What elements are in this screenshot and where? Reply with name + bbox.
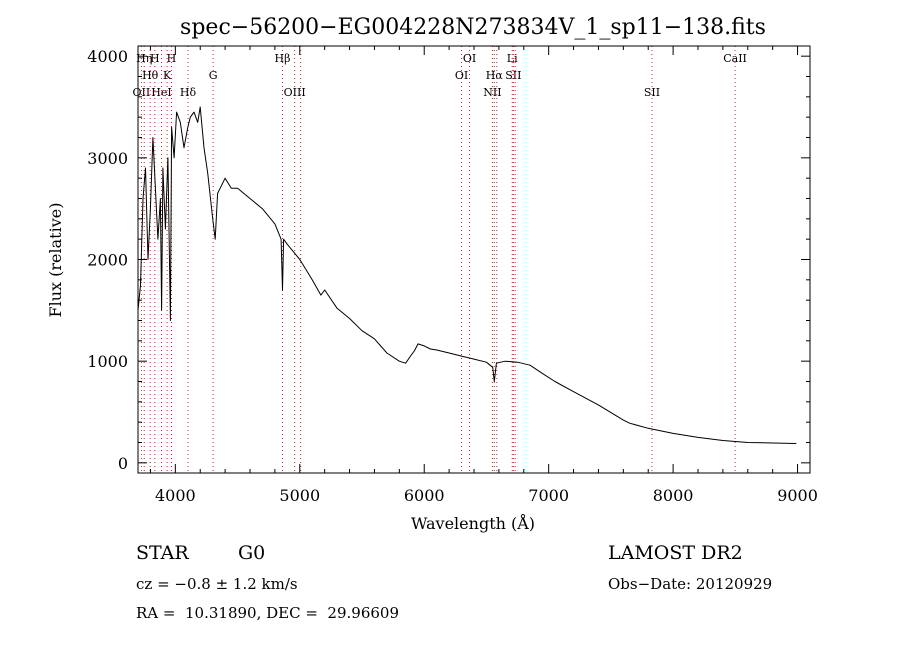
y-tick-label: 3000 [87,149,128,168]
spectral-line-label: Hη [136,52,152,65]
spectral-line-label: SII [644,86,660,99]
x-tick-label: 4000 [155,486,196,505]
y-axis: 0 1000 2000 3000 4000 [87,47,810,473]
plot-frame [137,45,811,474]
x-tick-label: 5000 [279,486,320,505]
spectral-line-label: K [163,69,172,82]
spectral-line-label: OII [133,86,151,99]
spectrum-series [137,106,797,444]
spectral-line-label: Li [507,52,518,65]
spectral-line-label: CaII [723,52,747,65]
spectral-line-label: G [209,69,218,82]
spectral-line-label: H [150,52,160,65]
x-tick-label: 6000 [404,486,445,505]
x-axis-label: Wavelength (Å) [411,513,535,533]
x-tick-label: 8000 [653,486,694,505]
spectral-line-label: Hα [486,69,504,82]
spectral-line-label: OIII [284,86,306,99]
redshift-value: cz = −0.8 ± 1.2 km/s [136,575,298,593]
y-tick-label: 2000 [87,251,128,270]
x-axis: 4000 5000 6000 7000 8000 9000 [149,46,818,505]
spectral-line-label: OI [455,69,468,82]
spectral-line-label: HeI [151,86,171,99]
y-tick-label: 4000 [87,47,128,66]
object-subclass: G0 [238,542,266,564]
spectral-line-label: H [167,52,177,65]
x-tick-label: 9000 [777,486,818,505]
observation-date: Obs−Date: 20120929 [608,575,773,593]
chart-title: spec−56200−EG004228N273834V_1_sp11−138.f… [180,15,766,40]
x-tick-label: 7000 [528,486,569,505]
spectral-line-label: NII [483,86,501,99]
y-axis-label: Flux (relative) [46,203,65,318]
spectral-line-label: Hθ [142,69,159,82]
y-tick-label: 0 [118,454,128,473]
spectral-line-label: OI [463,52,476,65]
spectral-line-label: SII [505,69,521,82]
object-type: STAR [136,542,189,564]
spectral-line-label: Hδ [180,86,197,99]
coordinates: RA = 10.31890, DEC = 29.96609 [136,604,400,622]
y-tick-label: 1000 [87,352,128,371]
spectral-line-label: Hβ [275,52,291,65]
survey-name: LAMOST DR2 [608,542,743,564]
spectrum-line [137,106,797,444]
